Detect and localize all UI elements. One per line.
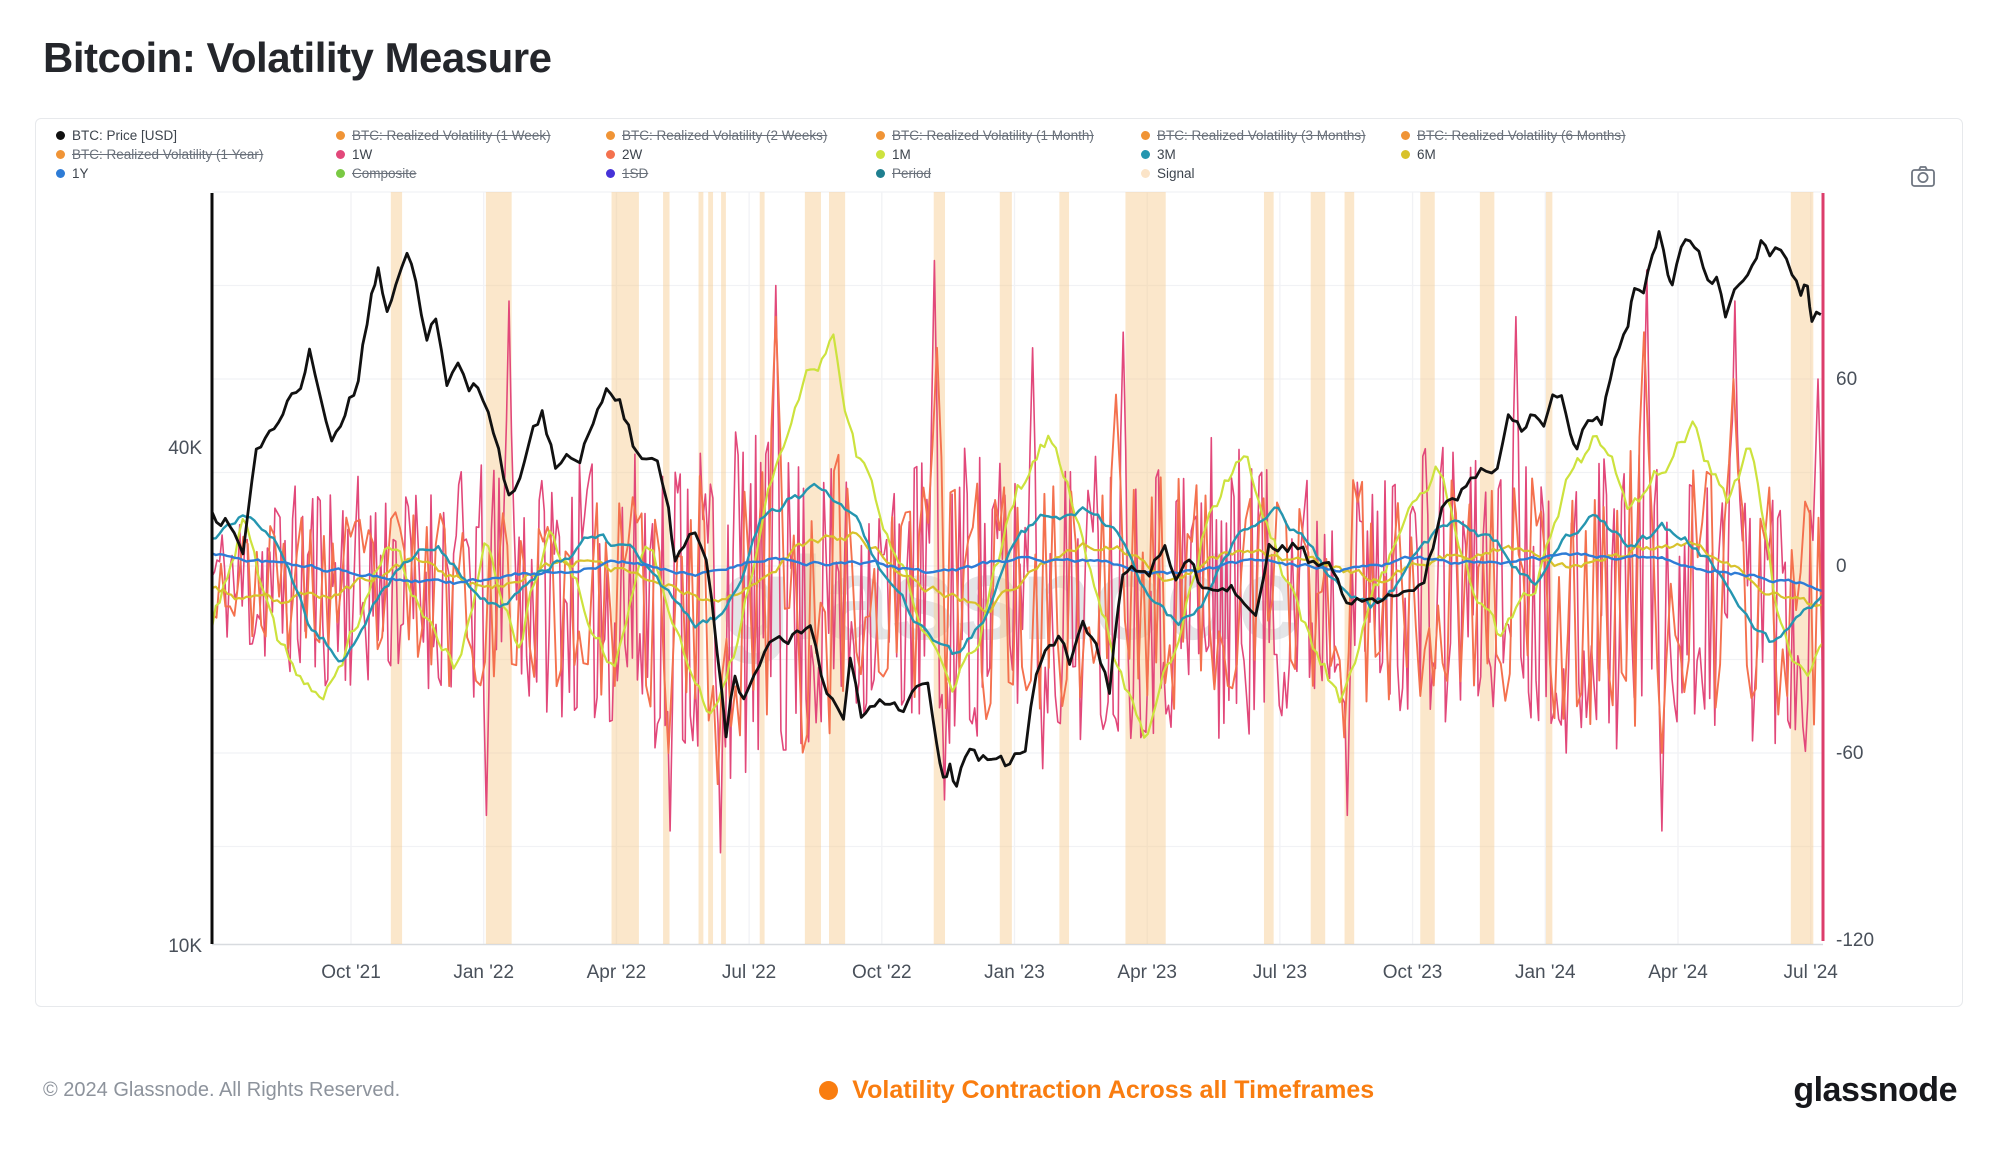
legend-item-btc-price-usd[interactable]: BTC: Price [USD] [56,126,336,144]
svg-text:Oct '23: Oct '23 [1383,962,1443,983]
legend-label: BTC: Realized Volatility (2 Weeks) [622,127,828,143]
legend-label: Period [892,165,932,181]
legend-item-1y[interactable]: 1Y [56,164,336,182]
svg-text:Jan '24: Jan '24 [1515,962,1576,983]
svg-text:60: 60 [1836,369,1857,390]
series-1y [212,552,1825,593]
legend-item-period[interactable]: Period [876,164,1141,182]
svg-text:Jul '22: Jul '22 [722,962,776,983]
legend-label: 6M [1417,146,1436,162]
svg-text:Jan '23: Jan '23 [984,962,1045,983]
legend-item-btc-realized-volatility-1-week[interactable]: BTC: Realized Volatility (1 Week) [336,126,606,144]
page-title: Bitcoin: Volatility Measure [43,34,552,81]
legend-label: 3M [1157,146,1176,162]
legend-item-1w[interactable]: 1W [336,145,606,163]
chart-card: BTC: Price [USD] BTC: Realized Volatility… [35,118,1963,1007]
legend-item-composite[interactable]: Composite [336,164,606,182]
legend-dot-icon [1141,168,1150,178]
series-6m [212,531,1825,614]
legend-dot-icon [336,130,345,140]
orange-dot-icon [819,1080,839,1100]
axis-labels: 40K 10K 60 0 -60 -120 Oct '21 Jan '22 Apr '22 Jul… [168,369,1874,983]
legend-item-signal[interactable]: Signal [1141,164,1401,182]
legend-dot-icon [1141,130,1150,140]
legend-item-1m[interactable]: 1M [876,145,1141,163]
legend-dot-icon [1401,130,1410,140]
legend-dot-icon [1141,149,1150,159]
legend-item-btc-realized-volatility-3-months[interactable]: BTC: Realized Volatility (3 Months) [1141,126,1401,144]
legend-dot-icon [56,149,65,159]
legend-dot-icon [1401,149,1410,159]
legend-item-3m[interactable]: 3M [1141,145,1401,163]
legend-label: 1SD [622,165,649,181]
legend-label: 1W [352,146,373,162]
legend-dot-icon [876,130,885,140]
chart-legend: BTC: Price [USD] BTC: Realized Volatility… [56,126,1626,182]
legend-item-btc-realized-volatility-2-weeks[interactable]: BTC: Realized Volatility (2 Weeks) [606,126,876,144]
legend-label: BTC: Realized Volatility (3 Months) [1157,127,1366,143]
legend-label: Composite [352,165,417,181]
annotation-callout: Volatility Contraction Across all Timefr… [819,1076,1374,1105]
legend-item-2w[interactable]: 2W [606,145,876,163]
series-2w [212,315,1824,786]
svg-text:Apr '22: Apr '22 [587,962,647,983]
legend-dot-icon [876,149,885,159]
camera-icon[interactable] [1910,163,1936,189]
svg-text:-120: -120 [1836,930,1874,951]
series-1m [212,333,1825,739]
legend-dot-icon [336,168,345,178]
annotation-text: Volatility Contraction Across all Timefr… [852,1075,1375,1104]
legend-item-btc-realized-volatility-1-year[interactable]: BTC: Realized Volatility (1 Year) [56,145,336,163]
legend-item-btc-realized-volatility-1-month[interactable]: BTC: Realized Volatility (1 Month) [876,126,1141,144]
legend-dot-icon [606,149,615,159]
svg-text:Oct '22: Oct '22 [852,962,912,983]
svg-text:Jan '22: Jan '22 [453,962,514,983]
legend-dot-icon [56,168,65,178]
svg-text:40K: 40K [168,438,202,459]
svg-text:-60: -60 [1836,743,1863,764]
legend-label: BTC: Realized Volatility (1 Week) [352,127,551,143]
copyright-text: © 2024 Glassnode. All Rights Reserved. [43,1078,401,1101]
legend-dot-icon [336,149,345,159]
legend-label: BTC: Realized Volatility (1 Month) [892,127,1094,143]
legend-label: Signal [1157,165,1195,181]
legend-label: BTC: Realized Volatility (1 Year) [72,146,264,162]
svg-text:Apr '24: Apr '24 [1648,962,1708,983]
legend-dot-icon [876,168,885,178]
series-3m [212,482,1825,663]
svg-text:Jul '24: Jul '24 [1784,962,1839,983]
svg-text:Jul '23: Jul '23 [1253,962,1307,983]
legend-dot-icon [56,130,65,140]
legend-item-6m[interactable]: 6M [1401,145,1626,163]
legend-dot-icon [606,168,615,178]
legend-label: 1Y [72,165,89,181]
svg-text:10K: 10K [168,936,202,957]
glassnode-logo: glassnode [1793,1070,1957,1109]
svg-text:0: 0 [1836,556,1847,577]
legend-item-1sd[interactable]: 1SD [606,164,876,182]
legend-label: BTC: Realized Volatility (6 Months) [1417,127,1626,143]
legend-label: 2W [622,146,643,162]
svg-text:Apr '23: Apr '23 [1117,962,1177,983]
legend-label: BTC: Price [USD] [72,127,178,143]
legend-item-btc-realized-volatility-6-months[interactable]: BTC: Realized Volatility (6 Months) [1401,126,1626,144]
footer: © 2024 Glassnode. All Rights Reserved. V… [0,1058,2000,1122]
legend-dot-icon [606,130,615,140]
series-btc-price [212,230,1822,788]
legend-label: 1M [892,146,911,162]
svg-text:Oct '21: Oct '21 [321,962,381,983]
